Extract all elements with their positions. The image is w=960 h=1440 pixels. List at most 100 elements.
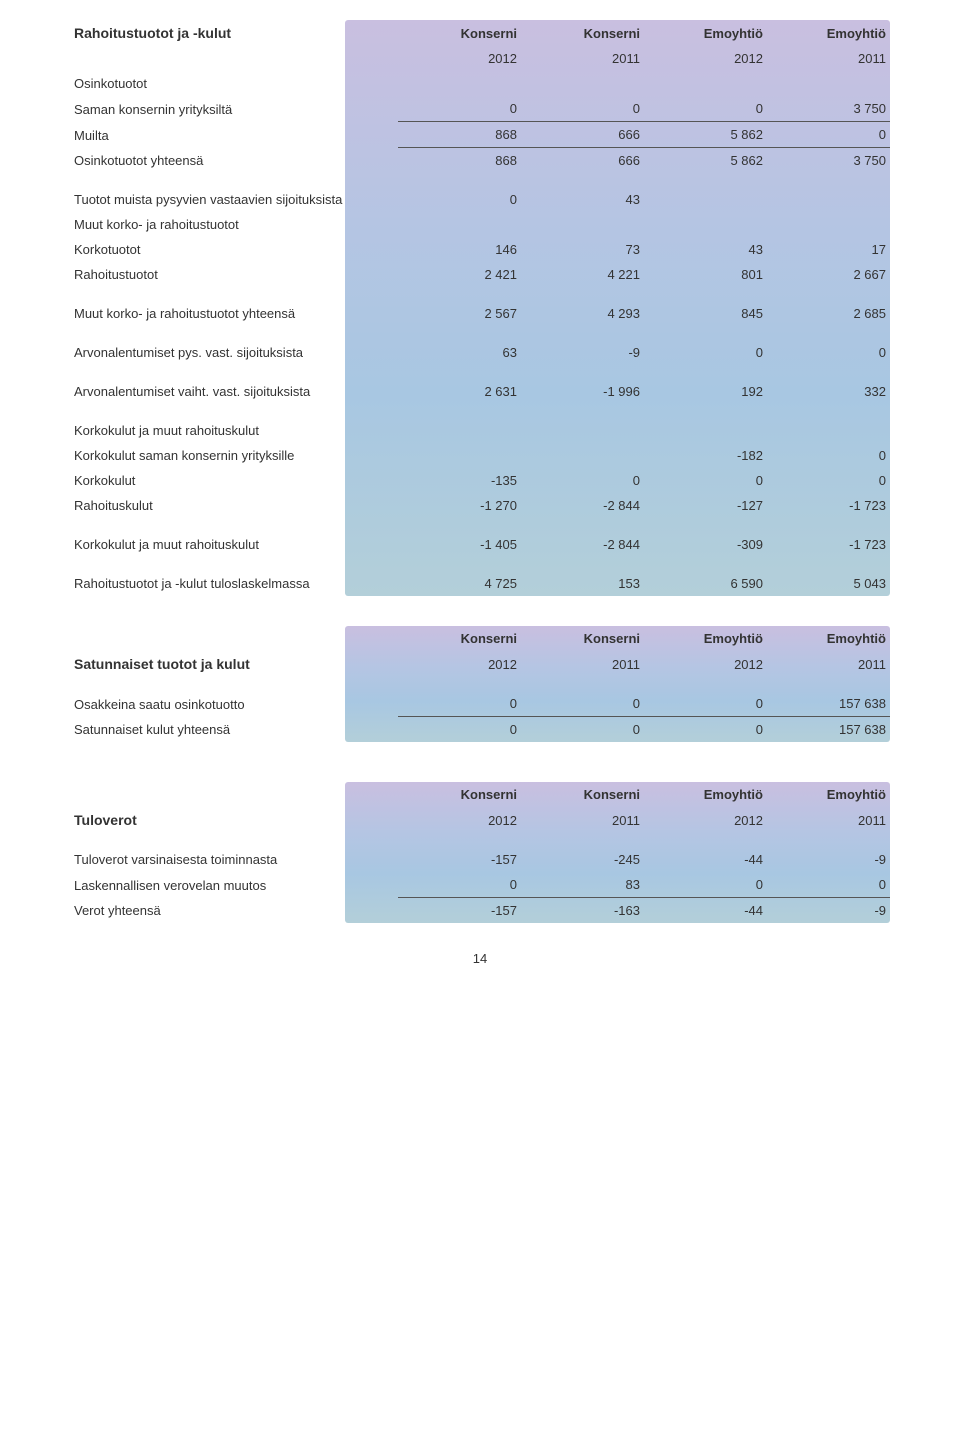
- row-label: Korkokulut: [70, 468, 398, 493]
- table-row: Arvonalentumiset pys. vast. sijoituksist…: [70, 340, 890, 365]
- cell-value: 63: [398, 340, 521, 365]
- col-year: 2012: [644, 46, 767, 71]
- row-label: Muilta: [70, 122, 398, 148]
- cell-value: 4 293: [521, 301, 644, 326]
- table-row: Rahoituskulut-1 270-2 844-127-1 723: [70, 493, 890, 518]
- col-year: 2012: [398, 651, 521, 677]
- cell-value: -2 844: [521, 532, 644, 557]
- cell-value: 0: [398, 872, 521, 898]
- col-year: 2011: [767, 807, 890, 833]
- cell-value: 0: [644, 468, 767, 493]
- cell-value: -1 996: [521, 379, 644, 404]
- cell-value: -9: [767, 898, 890, 924]
- cell-value: 0: [521, 96, 644, 122]
- cell-value: 666: [521, 148, 644, 174]
- cell-value: [398, 71, 521, 96]
- col-year: 2011: [521, 807, 644, 833]
- cell-value: [644, 418, 767, 443]
- row-label: Osakkeina saatu osinkotuotto: [70, 691, 398, 717]
- table-row: Saman konsernin yrityksiltä0003 750: [70, 96, 890, 122]
- section-rahoitustuotot: Rahoitustuotot ja -kulut Konserni Konser…: [70, 20, 890, 596]
- table-row: Korkokulut-135000: [70, 468, 890, 493]
- row-label: Korkokulut ja muut rahoituskulut: [70, 418, 398, 443]
- cell-value: 0: [767, 340, 890, 365]
- cell-value: [767, 187, 890, 212]
- cell-value: -44: [644, 898, 767, 924]
- col-year: 2011: [521, 46, 644, 71]
- cell-value: 4 725: [398, 571, 521, 596]
- cell-value: 0: [767, 872, 890, 898]
- row-label: Rahoitustuotot ja -kulut tuloslaskelmass…: [70, 571, 398, 596]
- cell-value: 0: [398, 691, 521, 717]
- table-satunnaiset: Konserni Konserni Emoyhtiö Emoyhtiö Satu…: [70, 626, 890, 742]
- col-header: Emoyhtiö: [644, 20, 767, 46]
- table-row: Korkokulut ja muut rahoituskulut-1 405-2…: [70, 532, 890, 557]
- col-header: Konserni: [398, 626, 521, 651]
- table-row: Osinkotuotot: [70, 71, 890, 96]
- cell-value: [521, 443, 644, 468]
- cell-value: 3 750: [767, 96, 890, 122]
- table-row: Verot yhteensä-157-163-44-9: [70, 898, 890, 924]
- cell-value: -245: [521, 847, 644, 872]
- row-label: Korkokulut saman konsernin yrityksille: [70, 443, 398, 468]
- cell-value: 0: [521, 717, 644, 743]
- row-label: Tuotot muista pysyvien vastaavien sijoit…: [70, 187, 398, 212]
- cell-value: 666: [521, 122, 644, 148]
- cell-value: 0: [644, 96, 767, 122]
- col-header: Konserni: [398, 782, 521, 807]
- cell-value: 868: [398, 122, 521, 148]
- row-label: Tuloverot varsinaisesta toiminnasta: [70, 847, 398, 872]
- cell-value: [398, 418, 521, 443]
- cell-value: 5 862: [644, 148, 767, 174]
- col-header: Emoyhtiö: [644, 626, 767, 651]
- cell-value: 2 567: [398, 301, 521, 326]
- cell-value: [521, 71, 644, 96]
- row-label: Laskennallisen verovelan muutos: [70, 872, 398, 898]
- cell-value: 83: [521, 872, 644, 898]
- section-title: Tuloverot: [70, 807, 398, 833]
- row-label: Muut korko- ja rahoitustuotot: [70, 212, 398, 237]
- table-row: Satunnaiset kulut yhteensä000157 638: [70, 717, 890, 743]
- cell-value: 5 862: [644, 122, 767, 148]
- table-row: Tuotot muista pysyvien vastaavien sijoit…: [70, 187, 890, 212]
- cell-value: 6 590: [644, 571, 767, 596]
- cell-value: -157: [398, 898, 521, 924]
- cell-value: 0: [644, 872, 767, 898]
- table-tuloverot: Konserni Konserni Emoyhtiö Emoyhtiö Tulo…: [70, 782, 890, 923]
- table-row: Osinkotuotot yhteensä8686665 8623 750: [70, 148, 890, 174]
- cell-value: -309: [644, 532, 767, 557]
- cell-value: 0: [398, 187, 521, 212]
- col-header: Konserni: [521, 626, 644, 651]
- table-row: Arvonalentumiset vaiht. vast. sijoituksi…: [70, 379, 890, 404]
- cell-value: -157: [398, 847, 521, 872]
- cell-value: -1 270: [398, 493, 521, 518]
- cell-value: 0: [767, 468, 890, 493]
- col-header: Emoyhtiö: [767, 626, 890, 651]
- cell-value: [644, 187, 767, 212]
- table-row: Rahoitustuotot2 4214 2218012 667: [70, 262, 890, 287]
- cell-value: -1 723: [767, 493, 890, 518]
- row-label: Arvonalentumiset vaiht. vast. sijoituksi…: [70, 379, 398, 404]
- cell-value: 0: [521, 691, 644, 717]
- cell-value: -1 723: [767, 532, 890, 557]
- cell-value: -135: [398, 468, 521, 493]
- row-label: Saman konsernin yrityksiltä: [70, 96, 398, 122]
- cell-value: [767, 418, 890, 443]
- table-row: Laskennallisen verovelan muutos08300: [70, 872, 890, 898]
- cell-value: -1 405: [398, 532, 521, 557]
- row-label: Rahoituskulut: [70, 493, 398, 518]
- row-label: Korkokulut ja muut rahoituskulut: [70, 532, 398, 557]
- row-label: Arvonalentumiset pys. vast. sijoituksist…: [70, 340, 398, 365]
- row-label: Verot yhteensä: [70, 898, 398, 924]
- table-row: Tuloverot varsinaisesta toiminnasta-157-…: [70, 847, 890, 872]
- table-row: Muut korko- ja rahoitustuotot: [70, 212, 890, 237]
- cell-value: -2 844: [521, 493, 644, 518]
- section-title: Satunnaiset tuotot ja kulut: [70, 651, 398, 677]
- cell-value: 332: [767, 379, 890, 404]
- cell-value: [767, 212, 890, 237]
- cell-value: -44: [644, 847, 767, 872]
- cell-value: 2 685: [767, 301, 890, 326]
- cell-value: 0: [767, 122, 890, 148]
- cell-value: 157 638: [767, 691, 890, 717]
- row-label: Rahoitustuotot: [70, 262, 398, 287]
